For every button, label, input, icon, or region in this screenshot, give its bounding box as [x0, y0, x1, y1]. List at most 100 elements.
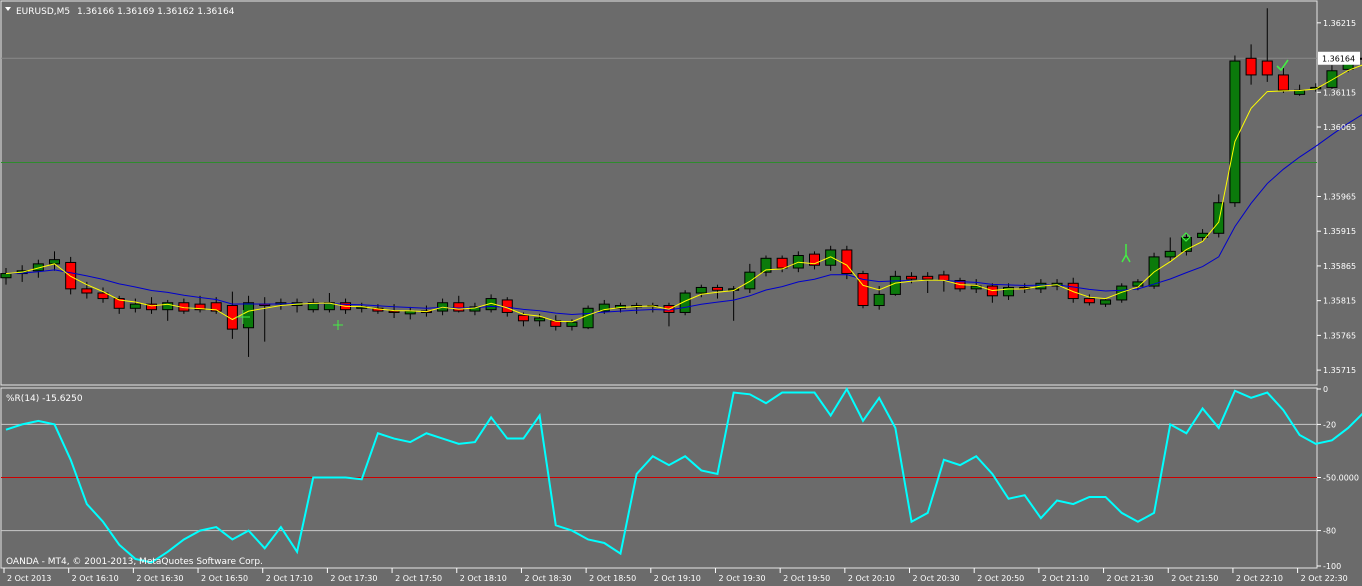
candle[interactable]: [598, 299, 610, 314]
bull-candle-body: [695, 286, 707, 294]
bear-candle-body: [81, 288, 93, 294]
price-tick-label: 1.36065: [1323, 123, 1356, 132]
williams-r-line: [5, 386, 1362, 564]
williams-r-panel[interactable]: %R(14) -15.6250 0 -20 -50.0000 -80 -100 OAND…: [0, 385, 1362, 571]
bear-candle-body: [65, 261, 77, 290]
time-tick-label: 2 Oct 22:10: [1236, 574, 1283, 583]
indicator-label: %R(14) -15.6250: [6, 394, 83, 404]
dropdown-triangle-icon[interactable]: [5, 7, 11, 11]
bear-candle-body: [776, 257, 788, 269]
candle[interactable]: [582, 305, 594, 330]
bull-candle-body: [873, 293, 885, 307]
bear-candle-body: [922, 275, 934, 280]
candle[interactable]: [1067, 277, 1079, 303]
diamond-marker-icon: [1181, 232, 1191, 242]
symbol-label: EURUSD,M5: [16, 7, 70, 17]
bull-candle-body: [129, 303, 141, 309]
candle[interactable]: [243, 295, 255, 357]
time-tick-label: 2 Oct 17:30: [330, 574, 377, 583]
candle[interactable]: [809, 251, 820, 270]
candle[interactable]: [1164, 237, 1176, 262]
candle[interactable]: [857, 270, 869, 309]
candle[interactable]: [1213, 194, 1225, 238]
bear-candle-body: [210, 302, 222, 312]
candle[interactable]: [469, 302, 481, 316]
candle[interactable]: [825, 245, 837, 271]
candle[interactable]: [194, 295, 206, 313]
time-tick-label: 2 Oct 16:30: [136, 574, 183, 583]
candle[interactable]: [453, 295, 465, 313]
bull-candle-body: [49, 259, 61, 265]
candle[interactable]: [1083, 294, 1095, 306]
bear-candle-body: [194, 303, 206, 311]
candles-layer[interactable]: [0, 8, 1362, 357]
time-tick-label: 2 Oct 18:30: [524, 574, 571, 583]
time-tick-label: 2 Oct 21:30: [1107, 574, 1154, 583]
signal-markers: [236, 59, 1289, 330]
time-tick-label: 2 Oct 19:50: [783, 574, 830, 583]
bear-candle-body: [1067, 282, 1079, 300]
candle[interactable]: [307, 298, 319, 313]
candle[interactable]: [32, 259, 44, 278]
current-price-label: 1.36164: [1322, 54, 1355, 63]
cross-marker-icon: [333, 320, 343, 330]
bull-candle-body: [1180, 236, 1192, 252]
cross-marker-icon: [236, 310, 250, 324]
candle[interactable]: [1229, 55, 1241, 207]
candle[interactable]: [841, 245, 853, 280]
price-tick-label: 1.36115: [1323, 88, 1356, 97]
time-tick-label: 2 Oct 16:10: [72, 574, 119, 583]
bull-candle-body: [469, 306, 481, 312]
candle[interactable]: [711, 284, 723, 299]
bear-candle-body: [809, 253, 820, 266]
price-tick-label: 1.35965: [1323, 192, 1356, 201]
candle[interactable]: [65, 256, 77, 295]
candle[interactable]: [1326, 65, 1338, 89]
bull-candle-body: [243, 302, 255, 329]
candle[interactable]: [113, 295, 125, 314]
bear-candle-body: [453, 302, 465, 312]
candle[interactable]: [679, 290, 691, 316]
bull-candle-body: [307, 302, 319, 311]
bull-candle-body: [1100, 299, 1112, 305]
bull-candle-body: [566, 321, 578, 327]
candle[interactable]: [162, 299, 174, 321]
bear-candle-body: [1245, 57, 1257, 76]
bull-candle-body: [679, 292, 691, 313]
bear-candle-body: [711, 286, 723, 291]
buy-arrow-icon: [1121, 244, 1131, 263]
candle[interactable]: [744, 263, 756, 294]
indicator-tick-label: -20: [1323, 420, 1336, 429]
time-tick-label: 2 Oct 2013: [7, 574, 51, 583]
bull-candle-body: [1132, 281, 1144, 287]
candle[interactable]: [129, 298, 141, 313]
price-panel[interactable]: EURUSD,M5 1.36166 1.36169 1.36162 1.3616…: [0, 0, 1362, 386]
bull-candle-body: [825, 249, 837, 266]
indicator-tick-label: -100: [1323, 562, 1341, 571]
bear-candle-body: [1083, 298, 1095, 304]
fast-moving-average-line: [5, 64, 1362, 323]
time-tick-label: 2 Oct 20:30: [913, 574, 960, 583]
candle[interactable]: [1132, 279, 1144, 291]
candle[interactable]: [695, 284, 707, 298]
candle[interactable]: [760, 255, 772, 277]
time-tick-label: 2 Oct 20:10: [848, 574, 895, 583]
candle[interactable]: [97, 287, 109, 303]
candle[interactable]: [1277, 67, 1289, 93]
price-tick-label: 1.35865: [1323, 262, 1356, 271]
candle[interactable]: [922, 272, 934, 294]
current-price-background: [1318, 51, 1360, 65]
candle[interactable]: [1180, 233, 1192, 256]
candle[interactable]: [1261, 8, 1273, 82]
candle[interactable]: [1116, 283, 1128, 303]
copyright-text: OANDA - MT4, © 2001-2013, MetaQuotes Sof…: [6, 557, 263, 567]
candle[interactable]: [1245, 44, 1257, 85]
price-tick-label: 1.35715: [1323, 366, 1356, 375]
candle[interactable]: [1003, 283, 1015, 300]
bull-candle-body: [1116, 285, 1128, 301]
bull-candle-body: [1326, 70, 1338, 88]
bull-candle-body: [889, 275, 901, 295]
bear-candle-body: [501, 299, 513, 313]
candle[interactable]: [1100, 298, 1112, 307]
price-tick-label: 1.36215: [1323, 19, 1356, 28]
